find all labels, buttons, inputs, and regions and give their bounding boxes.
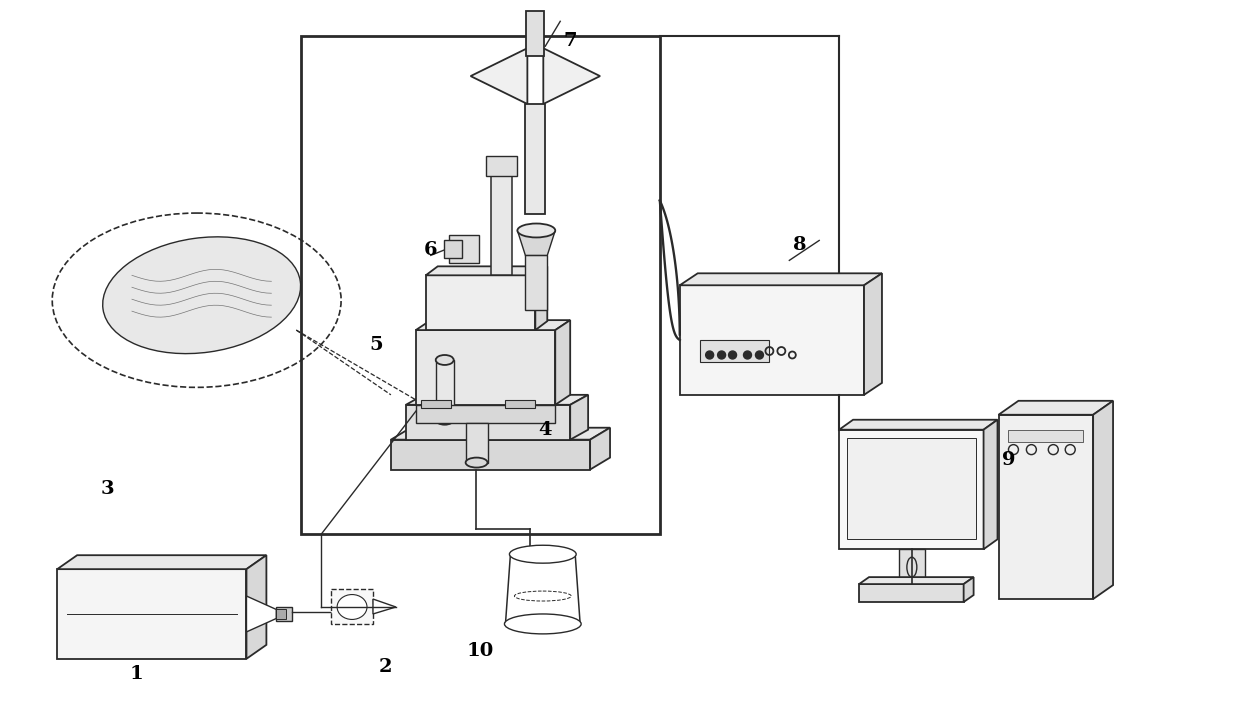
Polygon shape bbox=[247, 596, 277, 632]
Bar bbox=[449, 235, 479, 263]
Polygon shape bbox=[983, 420, 997, 549]
Bar bbox=[465, 423, 487, 462]
Bar bbox=[839, 430, 983, 549]
Bar bbox=[425, 275, 536, 330]
Bar bbox=[1008, 430, 1084, 442]
Text: 7: 7 bbox=[563, 33, 577, 50]
Bar bbox=[435, 360, 454, 420]
Bar bbox=[331, 589, 373, 624]
Circle shape bbox=[706, 351, 714, 359]
Polygon shape bbox=[247, 555, 267, 659]
Polygon shape bbox=[839, 420, 997, 430]
Polygon shape bbox=[373, 599, 396, 614]
Text: 3: 3 bbox=[100, 481, 114, 498]
Bar bbox=[699, 340, 769, 362]
Polygon shape bbox=[405, 395, 588, 405]
Ellipse shape bbox=[517, 223, 556, 238]
Ellipse shape bbox=[103, 237, 300, 354]
Bar bbox=[847, 438, 976, 539]
Bar bbox=[899, 549, 925, 584]
Polygon shape bbox=[57, 555, 267, 569]
Polygon shape bbox=[570, 395, 588, 440]
Polygon shape bbox=[471, 48, 527, 104]
Bar bbox=[526, 104, 546, 214]
Polygon shape bbox=[998, 401, 1114, 415]
Polygon shape bbox=[680, 274, 882, 285]
Polygon shape bbox=[590, 428, 610, 469]
Bar bbox=[526, 11, 544, 56]
Ellipse shape bbox=[337, 595, 367, 619]
Text: 6: 6 bbox=[424, 241, 438, 259]
Polygon shape bbox=[425, 267, 547, 275]
Bar bbox=[506, 400, 536, 408]
Bar bbox=[998, 415, 1094, 599]
Text: 8: 8 bbox=[792, 236, 806, 255]
Bar bbox=[415, 330, 556, 405]
Bar bbox=[526, 255, 547, 310]
Bar bbox=[420, 400, 450, 408]
Polygon shape bbox=[864, 274, 882, 395]
Bar bbox=[277, 609, 286, 619]
Polygon shape bbox=[415, 320, 570, 330]
Ellipse shape bbox=[435, 415, 454, 425]
Text: 1: 1 bbox=[130, 665, 144, 683]
Text: 4: 4 bbox=[538, 421, 552, 439]
Bar bbox=[57, 569, 247, 659]
Bar bbox=[491, 160, 512, 275]
Polygon shape bbox=[859, 577, 973, 584]
Ellipse shape bbox=[435, 355, 454, 365]
Bar bbox=[444, 240, 461, 258]
Polygon shape bbox=[517, 230, 556, 255]
Polygon shape bbox=[963, 577, 973, 602]
Text: 9: 9 bbox=[1002, 450, 1016, 469]
Ellipse shape bbox=[505, 614, 582, 634]
Text: 5: 5 bbox=[370, 336, 383, 354]
Polygon shape bbox=[556, 320, 570, 405]
Bar bbox=[301, 36, 660, 534]
Bar bbox=[277, 607, 293, 621]
Bar bbox=[680, 285, 864, 395]
Bar bbox=[391, 440, 590, 469]
Circle shape bbox=[744, 351, 751, 359]
Polygon shape bbox=[536, 267, 547, 330]
Bar bbox=[486, 156, 517, 176]
Circle shape bbox=[718, 351, 725, 359]
Ellipse shape bbox=[510, 545, 577, 563]
Circle shape bbox=[755, 351, 764, 359]
Bar bbox=[405, 405, 570, 440]
Bar bbox=[415, 405, 556, 423]
Polygon shape bbox=[1094, 401, 1114, 599]
Ellipse shape bbox=[465, 457, 487, 467]
Polygon shape bbox=[391, 428, 610, 440]
Bar bbox=[859, 584, 963, 602]
Polygon shape bbox=[506, 554, 580, 624]
Text: 10: 10 bbox=[467, 642, 495, 660]
Text: 2: 2 bbox=[379, 658, 393, 676]
Circle shape bbox=[729, 351, 737, 359]
Polygon shape bbox=[543, 48, 600, 104]
